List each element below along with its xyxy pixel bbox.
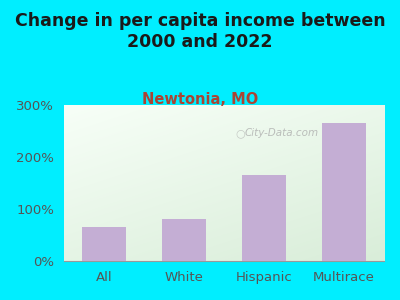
Text: ○: ○ — [235, 128, 245, 138]
Bar — [242, 175, 286, 261]
Bar — [162, 219, 206, 261]
Bar — [322, 123, 366, 261]
Bar — [82, 227, 126, 261]
Text: City-Data.com: City-Data.com — [244, 128, 319, 138]
Text: Change in per capita income between
2000 and 2022: Change in per capita income between 2000… — [15, 12, 385, 51]
Text: Newtonia, MO: Newtonia, MO — [142, 92, 258, 106]
